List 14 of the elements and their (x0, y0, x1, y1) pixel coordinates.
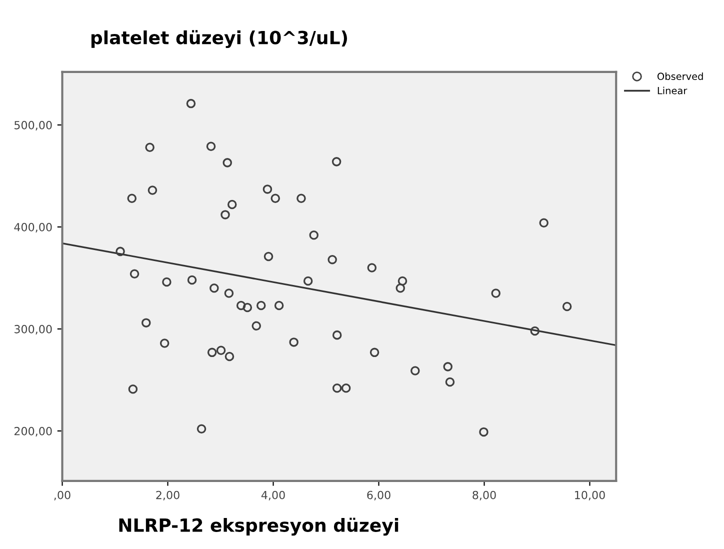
x-tick-label: 8,00 (472, 490, 496, 500)
y-tick-label: 300,00 (14, 324, 52, 334)
x-tick-label: 10,00 (575, 490, 605, 500)
chart-title: platelet düzeyi (10^3/uL) (91, 30, 347, 48)
x-tick-label: 6,00 (367, 490, 390, 500)
x-tick-label: 4,00 (261, 490, 285, 500)
legend-label: Observed (658, 72, 703, 80)
y-tick-label: 200,00 (14, 426, 52, 436)
y-tick-label: 500,00 (14, 120, 52, 130)
x-tick-label: 2,00 (156, 490, 180, 500)
x-tick-label: ,00 (54, 490, 70, 500)
legend-label: Linear (658, 86, 688, 94)
y-tick-label: 400,00 (14, 222, 52, 232)
x-axis-title: NLRP-12 ekspresyon düzeyi (119, 518, 398, 536)
